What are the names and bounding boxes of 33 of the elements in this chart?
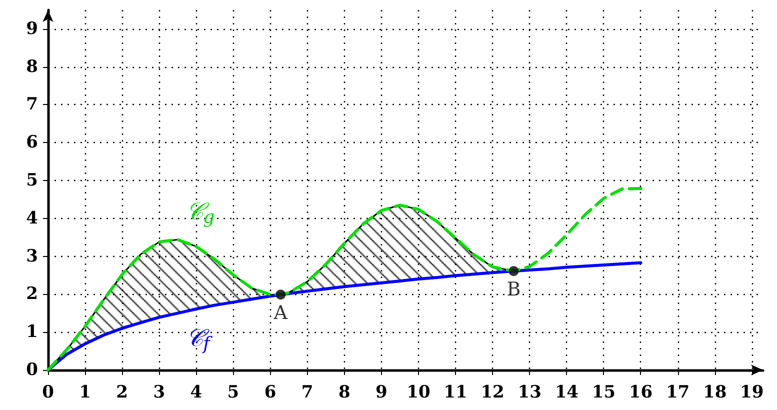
x-tick-label: 17 xyxy=(666,382,690,402)
annotation: B xyxy=(506,278,521,301)
x-tick-label: 4 xyxy=(190,382,202,402)
annotation: A xyxy=(272,302,288,324)
y-tick-label: 0 xyxy=(26,360,38,380)
x-tick-label: 19 xyxy=(740,382,764,402)
y-tick-label: 9 xyxy=(26,18,38,39)
y-tick-label: 2 xyxy=(26,284,38,304)
x-tick-label: 11 xyxy=(444,382,468,402)
y-tick-label: 1 xyxy=(26,322,38,342)
x-tick-label: 2 xyxy=(116,382,128,402)
x-tick-label: 7 xyxy=(301,382,314,402)
line-series xyxy=(46,186,642,372)
x-tick-label: 13 xyxy=(518,382,542,402)
y-tick-label: 3 xyxy=(26,246,38,266)
y-tick-label: 4 xyxy=(26,208,38,228)
y-tick-label: 6 xyxy=(26,132,38,153)
x-tick-label: 18 xyxy=(703,382,727,402)
y-tick-label: 5 xyxy=(26,170,38,191)
x-tick-label: 8 xyxy=(338,382,350,402)
x-tick-label: 9 xyxy=(376,382,388,402)
x-tick-label: 14 xyxy=(554,382,579,402)
x-tick-label: 5 xyxy=(227,382,240,402)
x-tick-label: 6 xyxy=(264,382,276,402)
x-tick-label: 15 xyxy=(592,382,616,402)
x-tick-label: 0 xyxy=(42,382,54,402)
x-tick-label: 3 xyxy=(153,382,166,402)
x-tick-label: 1 xyxy=(79,382,91,402)
x-tick-label: 10 xyxy=(406,382,430,402)
y-tick-label: 7 xyxy=(26,94,38,115)
x-tick-label: 12 xyxy=(480,382,504,402)
x-tick-label: 16 xyxy=(628,382,653,402)
y-tick-label: 8 xyxy=(26,56,38,77)
